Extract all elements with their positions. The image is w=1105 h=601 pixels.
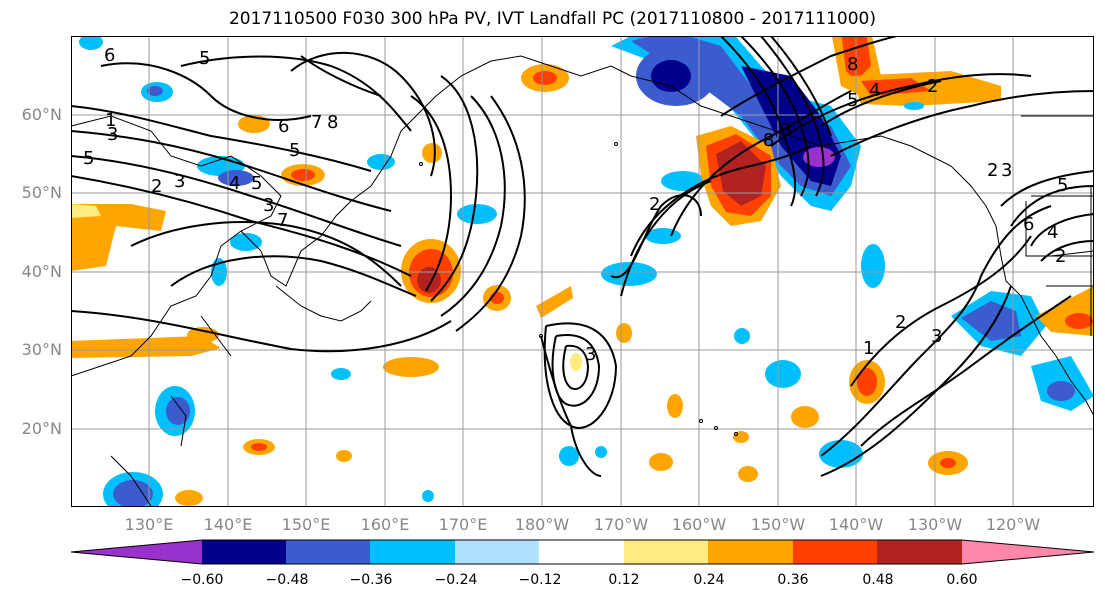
contour-label: 4 [229, 173, 240, 194]
contour-label: 5 [289, 140, 300, 161]
contour-label: 1 [105, 110, 116, 131]
contour-label: 2 [649, 194, 660, 215]
colorbar-tick-label: −0.12 [518, 572, 562, 588]
colorbar-tick-label: −0.24 [434, 572, 478, 588]
lat-label: 60°N [21, 105, 62, 124]
colorbar-segment-8 [793, 540, 878, 564]
colorbar-tick-label: 0.24 [693, 572, 725, 588]
colorbar-tick-label: 0.12 [608, 572, 640, 588]
lon-label: 140°E [203, 515, 253, 534]
contour-label: 4 [1047, 222, 1058, 243]
map-frame [71, 36, 1094, 507]
contour-label: 5 [251, 173, 262, 194]
contour-label: 8 [763, 130, 774, 151]
contour-label: 3 [931, 326, 942, 347]
colorbar-segment-1 [202, 540, 287, 564]
lat-label: 40°N [21, 262, 62, 281]
contour-label: 2 [1055, 246, 1066, 267]
lon-label: 170°E [438, 515, 488, 534]
contour-label: 7 [311, 112, 322, 133]
lat-label: 30°N [21, 340, 62, 359]
contour-label: 3 [585, 344, 596, 365]
colorbar-segment-3 [370, 540, 456, 564]
contour-label: 5 [847, 90, 858, 111]
contour-label-group: 6 5 1 3 5 3 2 6 7 8 5 4 5 3 7 2 8 8 2 3 … [83, 45, 1068, 365]
ivt-contours [71, 36, 1094, 477]
colorbar-tick-label: 0.36 [777, 572, 809, 588]
lon-label: 180°W [514, 515, 570, 534]
colorbar-tick-label: −0.60 [180, 572, 224, 588]
colorbar-segment-7 [708, 540, 794, 564]
contour-label: 2 [895, 312, 906, 333]
contour-label: 1 [863, 338, 874, 359]
contour-label: 3 [174, 171, 185, 192]
contour-label: 7 [277, 210, 288, 231]
colorbar [70, 539, 1095, 565]
contour-label: 2 [927, 76, 938, 97]
contour-label: 3 [107, 124, 118, 145]
contour-label: 2 [151, 176, 162, 197]
contour-label: 2 [987, 160, 998, 181]
colorbar-tick-label: −0.48 [265, 572, 309, 588]
colorbar-segment-4 [455, 540, 540, 564]
colorbar-segment-9 [877, 540, 963, 564]
map-title: 2017110500 F030 300 hPa PV, IVT Landfall… [228, 9, 876, 29]
lon-label: 130°W [907, 515, 963, 534]
lon-label: 140°W [828, 515, 884, 534]
colorbar-segment-6 [624, 540, 709, 564]
colorbar-segment-2 [286, 540, 371, 564]
lon-label: 170°W [593, 515, 649, 534]
contour-label: 8 [847, 54, 858, 75]
contour-label: 6 [1023, 214, 1034, 235]
contour-label: 6 [278, 116, 289, 137]
map-panel: 6 5 1 3 5 3 2 6 7 8 5 4 5 3 7 2 8 8 2 3 … [71, 36, 1094, 507]
lon-label: 130°E [124, 515, 174, 534]
contour-label: 8 [327, 112, 338, 133]
contour-label: 5 [199, 48, 210, 69]
colorbar-tick-label: 0.48 [862, 572, 894, 588]
lon-label: 160°E [360, 515, 410, 534]
contour-label: 5 [83, 148, 94, 169]
contour-label: 5 [1057, 175, 1068, 196]
lon-label: 120°W [985, 515, 1041, 534]
lon-label: 150°W [750, 515, 806, 534]
coastlines [71, 55, 1094, 507]
colorbar-tick-label: 0.60 [946, 572, 978, 588]
contour-label: 3 [781, 120, 792, 141]
lat-label: 20°N [21, 419, 62, 438]
colorbar-segment-5 [539, 540, 625, 564]
contour-label: 3 [263, 195, 274, 216]
lat-label: 50°N [21, 183, 62, 202]
lon-label: 160°W [671, 515, 727, 534]
lon-label: 150°E [281, 515, 331, 534]
colorbar-segment-0 [71, 540, 202, 564]
contour-label: 4 [869, 80, 880, 101]
contour-label: 6 [104, 45, 115, 66]
contour-label: 3 [1001, 160, 1012, 181]
colorbar-segment-10 [962, 540, 1094, 564]
colorbar-tick-label: −0.36 [349, 572, 393, 588]
